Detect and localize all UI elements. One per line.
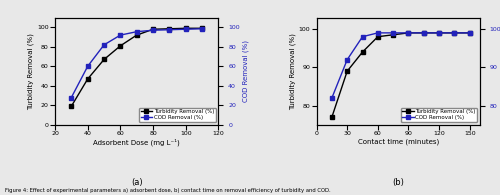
COD Removal (%) — [68, 96, 74, 99]
Turbidity Removal (%) — [436, 32, 442, 34]
Turbidity Removal (%) — [406, 32, 411, 34]
COD Removal (%) — [150, 29, 156, 31]
Y-axis label: COD Removal (%): COD Removal (%) — [242, 40, 249, 102]
Turbidity Removal (%) — [183, 27, 189, 29]
Turbidity Removal (%) — [68, 105, 74, 107]
Text: (b): (b) — [392, 178, 404, 187]
COD Removal (%) — [390, 32, 396, 34]
COD Removal (%) — [166, 28, 172, 31]
X-axis label: Adsorbent Dose (mg L⁻¹): Adsorbent Dose (mg L⁻¹) — [94, 139, 180, 146]
Turbidity Removal (%) — [467, 32, 473, 34]
COD Removal (%) — [134, 30, 140, 33]
COD Removal (%) — [467, 32, 473, 34]
Line: COD Removal (%): COD Removal (%) — [330, 31, 472, 100]
Line: COD Removal (%): COD Removal (%) — [70, 27, 204, 99]
Turbidity Removal (%) — [360, 51, 366, 53]
COD Removal (%) — [360, 35, 366, 38]
COD Removal (%) — [183, 28, 189, 30]
COD Removal (%) — [436, 32, 442, 34]
Turbidity Removal (%) — [84, 78, 90, 80]
Turbidity Removal (%) — [166, 27, 172, 30]
COD Removal (%) — [406, 32, 411, 34]
COD Removal (%) — [344, 58, 350, 61]
COD Removal (%) — [329, 97, 335, 99]
Line: Turbidity Removal (%): Turbidity Removal (%) — [70, 27, 204, 108]
COD Removal (%) — [84, 65, 90, 67]
Turbidity Removal (%) — [344, 70, 350, 72]
Legend: Turbidity Removal (%), COD Removal (%): Turbidity Removal (%), COD Removal (%) — [139, 108, 216, 122]
Legend: Turbidity Removal (%), COD Removal (%): Turbidity Removal (%), COD Removal (%) — [400, 108, 477, 122]
Turbidity Removal (%) — [452, 32, 458, 34]
Turbidity Removal (%) — [199, 27, 205, 29]
COD Removal (%) — [118, 34, 124, 36]
Y-axis label: Turbidity Removal (%): Turbidity Removal (%) — [28, 33, 34, 110]
COD Removal (%) — [101, 44, 107, 46]
COD Removal (%) — [375, 32, 381, 34]
COD Removal (%) — [421, 32, 427, 34]
Text: Figure 4: Effect of experimental parameters a) adsorbent dose, b) contact time o: Figure 4: Effect of experimental paramet… — [5, 188, 330, 193]
Turbidity Removal (%) — [150, 28, 156, 30]
X-axis label: Contact time (minutes): Contact time (minutes) — [358, 139, 439, 145]
Turbidity Removal (%) — [101, 58, 107, 61]
Line: Turbidity Removal (%): Turbidity Removal (%) — [330, 31, 472, 119]
Turbidity Removal (%) — [329, 116, 335, 118]
COD Removal (%) — [452, 32, 458, 34]
Turbidity Removal (%) — [375, 35, 381, 38]
Turbidity Removal (%) — [134, 34, 140, 36]
Turbidity Removal (%) — [421, 32, 427, 34]
Turbidity Removal (%) — [118, 45, 124, 47]
Y-axis label: Turbidity Removal (%): Turbidity Removal (%) — [290, 33, 296, 110]
Text: (a): (a) — [131, 178, 142, 187]
COD Removal (%) — [199, 27, 205, 30]
Turbidity Removal (%) — [390, 34, 396, 36]
